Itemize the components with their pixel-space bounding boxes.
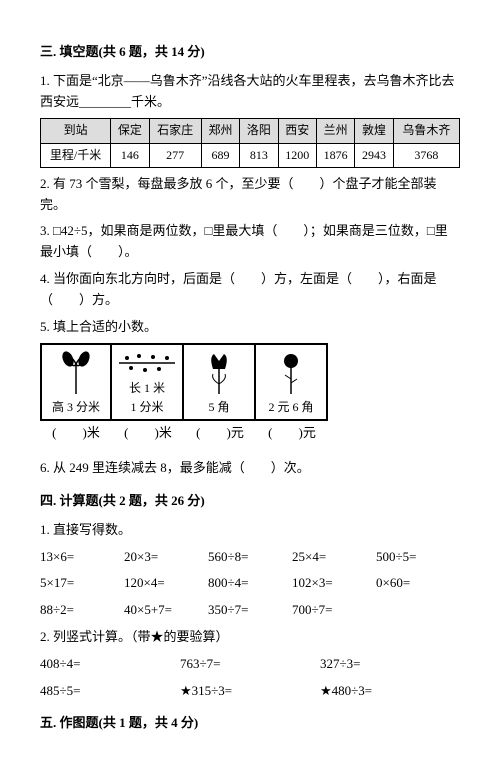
td-4: 813 bbox=[240, 143, 278, 167]
td-8: 3768 bbox=[393, 143, 459, 167]
calc-row-1: 13×6= 20×3= 560÷8= 25×4= 500÷5= bbox=[40, 547, 460, 568]
under-3: ( )元 bbox=[184, 423, 256, 444]
section5-title: 五. 作图题(共 1 题，共 4 分) bbox=[40, 713, 460, 734]
q4-2-title: 2. 列竖式计算。（带★的要验算） bbox=[40, 627, 460, 648]
calc2-1-1: 408÷4= bbox=[40, 654, 180, 675]
th-3: 郑州 bbox=[201, 119, 239, 143]
th-2: 石家庄 bbox=[149, 119, 201, 143]
calc-2-4: 102×3= bbox=[292, 573, 376, 594]
calc-1-3: 560÷8= bbox=[208, 547, 292, 568]
image-row: 高 3 分米 长 1 米 1 分米 5 角 2 元 6 角 bbox=[40, 343, 460, 421]
plant-icon bbox=[56, 349, 96, 397]
th-7: 敦煌 bbox=[355, 119, 393, 143]
td-0: 里程/千米 bbox=[41, 143, 111, 167]
calc-1-2: 20×3= bbox=[124, 547, 208, 568]
q3-2: 2. 有 73 个雪梨，每盘最多放 6 个，至少要（ ）个盘子才能全部装完。 bbox=[40, 174, 460, 216]
calc-3-5 bbox=[376, 600, 460, 621]
calc-1-5: 500÷5= bbox=[376, 547, 460, 568]
calc2-2-1: 485÷5= bbox=[40, 681, 180, 702]
calc2-2-3: ★480÷3= bbox=[320, 681, 460, 702]
img-caption-4: 2 元 6 角 bbox=[268, 398, 313, 417]
img-caption-1: 高 3 分米 bbox=[52, 398, 100, 417]
img-cell-3: 5 角 bbox=[184, 343, 256, 421]
rose-icon bbox=[271, 349, 311, 397]
td-6: 1876 bbox=[316, 143, 354, 167]
img-caption-3: 5 角 bbox=[208, 398, 229, 417]
mileage-table: 到站 保定 石家庄 郑州 洛阳 西安 兰州 敦煌 乌鲁木齐 里程/千米 146 … bbox=[40, 118, 460, 167]
th-6: 兰州 bbox=[316, 119, 354, 143]
q3-5: 5. 填上合适的小数。 bbox=[40, 317, 460, 338]
under-2: ( )米 bbox=[112, 423, 184, 444]
calc-1-4: 25×4= bbox=[292, 547, 376, 568]
calc2-1-3: 327÷3= bbox=[320, 654, 460, 675]
tulip-icon bbox=[199, 349, 239, 397]
q3-4: 4. 当你面向东北方向时，后面是（ ）方，左面是（ ），右面是（ ）方。 bbox=[40, 269, 460, 311]
img-cell-4: 2 元 6 角 bbox=[256, 343, 328, 421]
calc2-1-2: 763÷7= bbox=[180, 654, 320, 675]
th-8: 乌鲁木齐 bbox=[393, 119, 459, 143]
calc-row-2: 5×17= 120×4= 800÷4= 102×3= 0×60= bbox=[40, 573, 460, 594]
under-1: ( )米 bbox=[40, 423, 112, 444]
calc2-row-1: 408÷4= 763÷7= 327÷3= bbox=[40, 654, 460, 675]
calc-3-1: 88÷2= bbox=[40, 600, 124, 621]
q3-3: 3. □42÷5，如果商是两位数，□里最大填（ ）；如果商是三位数，□里最小填（… bbox=[40, 221, 460, 263]
calc-1-1: 13×6= bbox=[40, 547, 124, 568]
calc-row-3: 88÷2= 40×5+7= 350÷7= 700÷7= bbox=[40, 600, 460, 621]
calc-2-5: 0×60= bbox=[376, 573, 460, 594]
th-1: 保定 bbox=[111, 119, 149, 143]
td-1: 146 bbox=[111, 143, 149, 167]
calc-2-2: 120×4= bbox=[124, 573, 208, 594]
td-7: 2943 bbox=[355, 143, 393, 167]
under-row: ( )米 ( )米 ( )元 ( )元 bbox=[40, 423, 460, 444]
q3-1: 1. 下面是“北京——乌鲁木齐”沿线各大站的火车里程表，去乌鲁木齐比去西安远__… bbox=[40, 71, 460, 113]
section4-title: 四. 计算题(共 2 题，共 26 分) bbox=[40, 491, 460, 512]
td-3: 689 bbox=[201, 143, 239, 167]
td-5: 1200 bbox=[278, 143, 316, 167]
section3-title: 三. 填空题(共 6 题，共 14 分) bbox=[40, 42, 460, 63]
calc-3-2: 40×5+7= bbox=[124, 600, 208, 621]
img-caption-2: 长 1 米 1 分米 bbox=[129, 379, 165, 417]
q4-1-title: 1. 直接写得数。 bbox=[40, 520, 460, 541]
branch-icon bbox=[117, 348, 177, 378]
img-cell-2: 长 1 米 1 分米 bbox=[112, 343, 184, 421]
td-2: 277 bbox=[149, 143, 201, 167]
calc-2-3: 800÷4= bbox=[208, 573, 292, 594]
under-4: ( )元 bbox=[256, 423, 328, 444]
img-cell-1: 高 3 分米 bbox=[40, 343, 112, 421]
q3-6: 6. 从 249 里连续减去 8，最多能减（ ）次。 bbox=[40, 458, 460, 479]
calc2-row-2: 485÷5= ★315÷3= ★480÷3= bbox=[40, 681, 460, 702]
calc-2-1: 5×17= bbox=[40, 573, 124, 594]
th-5: 西安 bbox=[278, 119, 316, 143]
th-4: 洛阳 bbox=[240, 119, 278, 143]
calc-3-4: 700÷7= bbox=[292, 600, 376, 621]
calc-3-3: 350÷7= bbox=[208, 600, 292, 621]
th-0: 到站 bbox=[41, 119, 111, 143]
calc2-2-2: ★315÷3= bbox=[180, 681, 320, 702]
